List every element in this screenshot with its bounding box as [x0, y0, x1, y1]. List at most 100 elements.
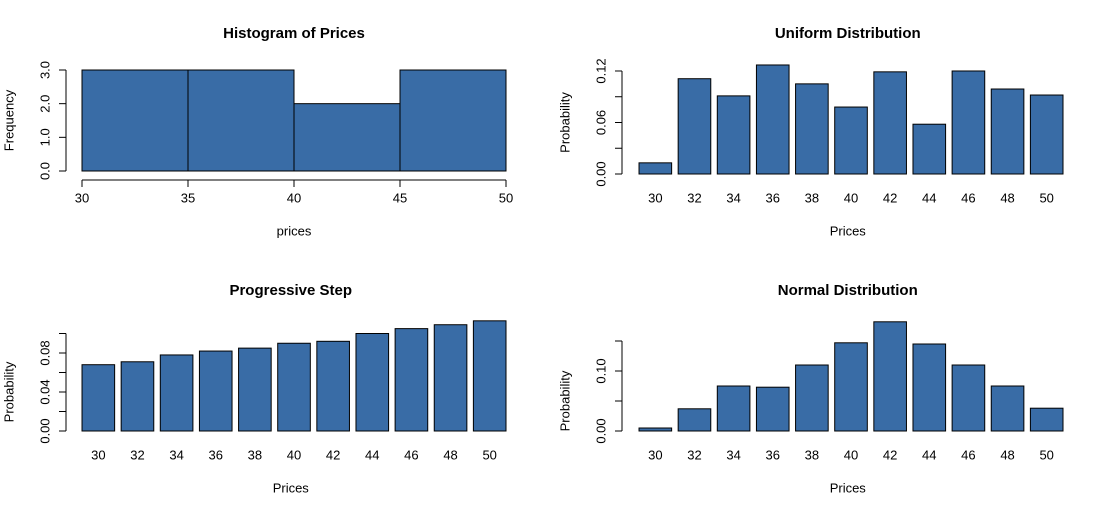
bar: [277, 342, 311, 432]
x-axis-label: Prices: [273, 480, 310, 495]
bar: [795, 364, 829, 432]
bar: [951, 364, 986, 432]
bar: [795, 83, 829, 175]
x-axis-label: prices: [277, 223, 312, 238]
y-tick-label: 2.0: [37, 95, 52, 113]
bar: [472, 320, 507, 432]
chart-title: Histogram of Prices: [223, 25, 365, 42]
y-tick-label: 0.00: [593, 161, 608, 186]
x-tick-label: 50: [1039, 447, 1053, 462]
bar: [394, 328, 429, 432]
bar: [433, 324, 468, 432]
bar: [716, 385, 751, 432]
bar: [198, 350, 233, 432]
bar: [951, 70, 986, 175]
y-tick-label: 0.00: [593, 418, 608, 443]
x-tick-label: 36: [766, 190, 780, 205]
bar: [912, 123, 947, 175]
bar: [755, 386, 790, 432]
bar: [834, 342, 868, 432]
bar: [834, 106, 868, 175]
bar: [120, 361, 155, 432]
chart-title: Progressive Step: [229, 282, 352, 299]
x-tick-label: 32: [130, 447, 144, 462]
y-axis-label: Frequency: [1, 89, 16, 151]
x-tick-label: 40: [287, 190, 301, 205]
bar: [990, 385, 1025, 432]
x-tick-label: 40: [844, 190, 858, 205]
x-tick-label: 42: [326, 447, 340, 462]
bar: [638, 162, 673, 175]
x-tick-label: 34: [726, 190, 740, 205]
x-tick-label: 32: [687, 190, 701, 205]
x-tick-label: 46: [961, 447, 975, 462]
x-tick-label: 35: [181, 190, 195, 205]
y-tick-label: 0.0: [37, 162, 52, 180]
bar: [1029, 94, 1064, 175]
x-tick-label: 30: [648, 190, 662, 205]
x-tick-label: 44: [365, 447, 379, 462]
bar: [990, 88, 1025, 175]
bar: [912, 343, 947, 432]
y-tick-label: 0.12: [593, 58, 608, 83]
bar: [677, 408, 712, 432]
y-tick-label: 1.0: [37, 128, 52, 146]
x-tick-label: 44: [922, 190, 936, 205]
y-tick-label: 3.0: [37, 61, 52, 79]
x-tick-label: 30: [75, 190, 89, 205]
y-tick-label: 0.00: [37, 418, 52, 443]
bar: [316, 340, 350, 432]
histogram-bar: [293, 103, 401, 172]
chart-title: Normal Distribution: [778, 282, 918, 299]
x-tick-label: 38: [805, 190, 819, 205]
x-tick-label: 38: [805, 447, 819, 462]
x-tick-label: 48: [1000, 447, 1014, 462]
histogram-bar: [187, 69, 295, 172]
x-tick-label: 46: [961, 190, 975, 205]
bar: [355, 333, 390, 432]
y-tick-label: 0.10: [593, 358, 608, 383]
x-tick-label: 30: [91, 447, 105, 462]
bar: [638, 427, 673, 432]
bar: [716, 95, 751, 175]
y-tick-label: 0.08: [37, 340, 52, 365]
x-tick-label: 44: [922, 447, 936, 462]
x-axis-label: Prices: [830, 480, 867, 495]
y-axis-label: Probability: [1, 361, 16, 422]
bar: [873, 71, 907, 175]
x-tick-label: 34: [169, 447, 183, 462]
x-tick-label: 42: [883, 447, 897, 462]
x-tick-label: 48: [443, 447, 457, 462]
bar: [81, 364, 116, 432]
bar: [238, 347, 272, 432]
histogram-bar: [399, 69, 507, 172]
bar: [1029, 407, 1064, 432]
x-tick-label: 38: [248, 447, 262, 462]
x-tick-label: 36: [209, 447, 223, 462]
y-axis-label: Probability: [557, 92, 572, 153]
x-axis-label: Prices: [830, 223, 867, 238]
x-tick-label: 46: [404, 447, 418, 462]
histogram-bar: [81, 69, 189, 172]
x-tick-label: 36: [766, 447, 780, 462]
bar: [677, 78, 712, 175]
x-tick-label: 32: [687, 447, 701, 462]
x-tick-label: 40: [287, 447, 301, 462]
bar: [159, 354, 194, 432]
x-tick-label: 50: [482, 447, 496, 462]
x-tick-label: 40: [844, 447, 858, 462]
y-tick-label: 0.04: [37, 379, 52, 404]
x-tick-label: 45: [393, 190, 407, 205]
bar: [873, 321, 907, 432]
bar: [755, 64, 790, 175]
x-tick-label: 34: [726, 447, 740, 462]
x-tick-label: 50: [1039, 190, 1053, 205]
chart-title: Uniform Distribution: [775, 25, 921, 42]
y-axis-label: Probability: [557, 370, 572, 431]
x-tick-label: 42: [883, 190, 897, 205]
y-tick-label: 0.06: [593, 110, 608, 135]
x-tick-label: 50: [499, 190, 513, 205]
x-tick-label: 48: [1000, 190, 1014, 205]
